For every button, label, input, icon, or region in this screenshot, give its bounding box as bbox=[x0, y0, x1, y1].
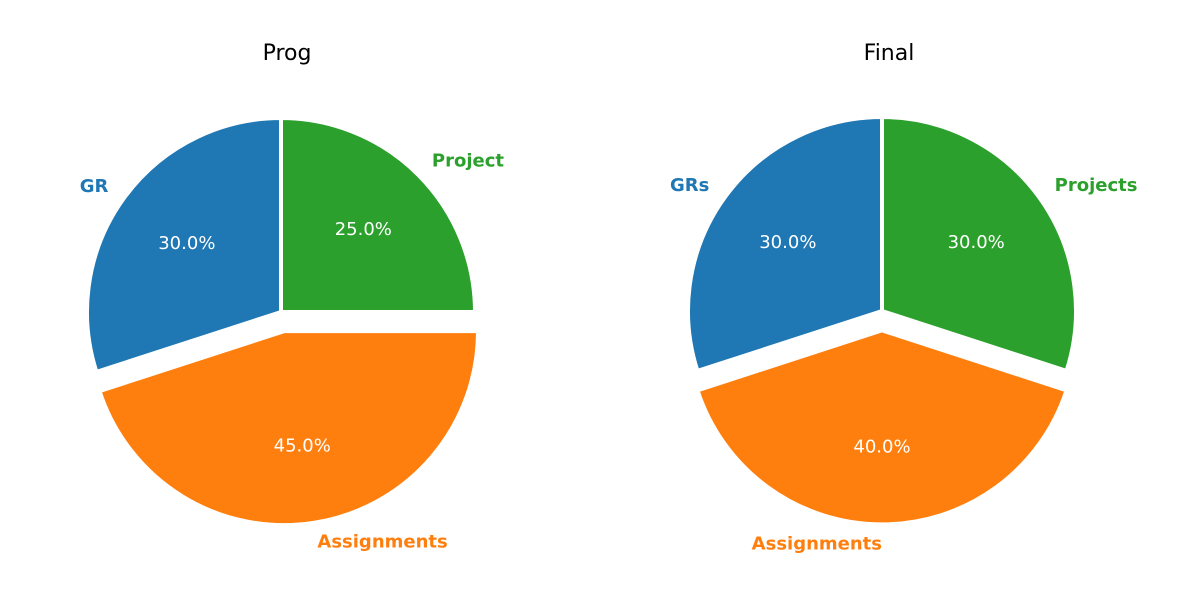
slice-prog-gr bbox=[85, 116, 283, 374]
percent-label-final-assignments: 40.0% bbox=[853, 436, 910, 457]
slice-label-final-assignments: Assignments bbox=[752, 533, 882, 554]
percent-label-final-projects: 30.0% bbox=[948, 232, 1005, 253]
slice-label-prog-assignments: Assignments bbox=[317, 531, 447, 552]
percent-label-prog-assignments: 45.0% bbox=[274, 436, 331, 457]
slice-final-assignments bbox=[695, 328, 1069, 527]
chart-title-prog: Prog bbox=[263, 41, 312, 66]
slice-prog-assignments bbox=[97, 329, 481, 528]
slices-final: 30.0% GRs 40.0% Assignments 30.0% Projects bbox=[670, 115, 1138, 554]
slice-prog-project bbox=[279, 116, 477, 314]
chart-title-final: Final bbox=[864, 41, 915, 66]
slice-final-projects bbox=[880, 115, 1078, 373]
slice-final-grs bbox=[686, 115, 884, 373]
slice-label-final-projects: Projects bbox=[1055, 175, 1138, 196]
pie-chart-prog: Prog 30.0% GR 45.0% Assignments 25.0% Project bbox=[80, 41, 505, 552]
slice-label-prog-gr: GR bbox=[80, 176, 109, 197]
percent-label-prog-project: 25.0% bbox=[335, 219, 392, 240]
slice-label-final-grs: GRs bbox=[670, 175, 709, 196]
percent-label-final-grs: 30.0% bbox=[759, 232, 816, 253]
pie-chart-final: Final 30.0% GRs 40.0% Assignments 30.0% Proje… bbox=[670, 41, 1137, 554]
slice-label-prog-project: Project bbox=[432, 151, 504, 172]
percent-label-prog-gr: 30.0% bbox=[158, 233, 215, 254]
slices-prog: 30.0% GR 45.0% Assignments 25.0% Project bbox=[80, 116, 504, 552]
